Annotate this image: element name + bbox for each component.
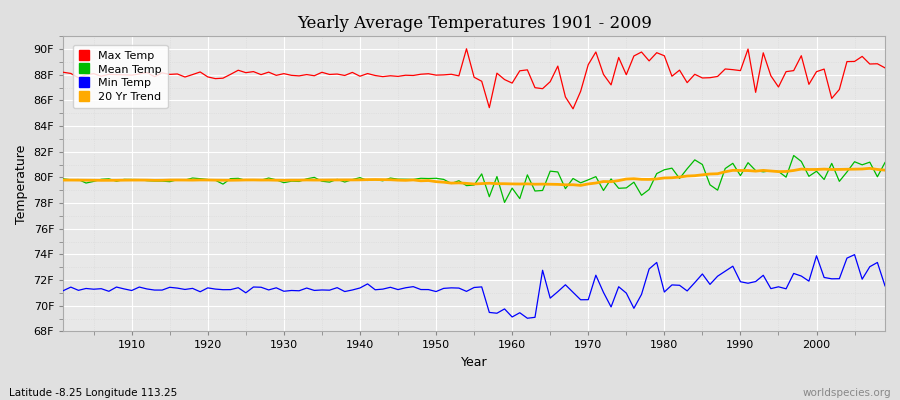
X-axis label: Year: Year — [461, 356, 488, 369]
Title: Yearly Average Temperatures 1901 - 2009: Yearly Average Temperatures 1901 - 2009 — [297, 15, 652, 32]
Text: worldspecies.org: worldspecies.org — [803, 388, 891, 398]
Legend: Max Temp, Mean Temp, Min Temp, 20 Yr Trend: Max Temp, Mean Temp, Min Temp, 20 Yr Tre… — [73, 45, 167, 108]
Y-axis label: Temperature: Temperature — [15, 144, 28, 224]
Text: Latitude -8.25 Longitude 113.25: Latitude -8.25 Longitude 113.25 — [9, 388, 177, 398]
